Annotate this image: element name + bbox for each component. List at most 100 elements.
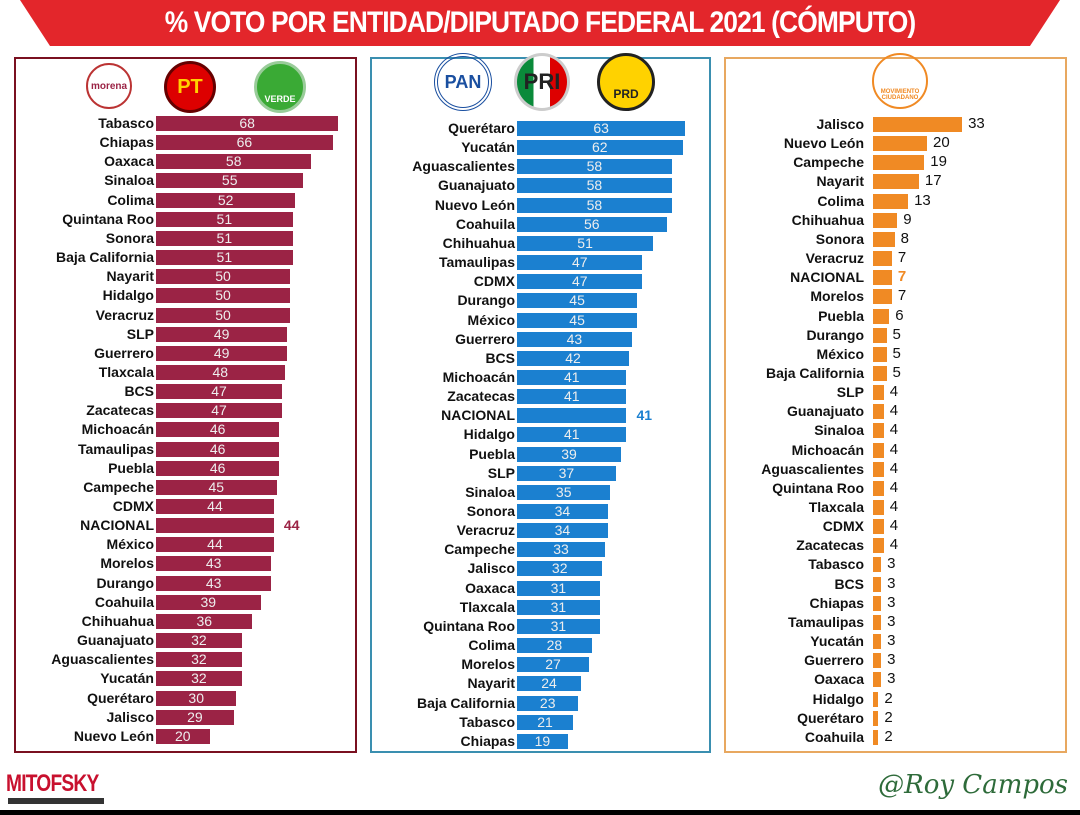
bar-row: CDMX 47 (372, 273, 709, 290)
category-label: SLP (487, 464, 515, 481)
bar (873, 595, 882, 611)
bar (517, 255, 643, 271)
category-label: Hidalgo (102, 287, 154, 304)
category-label: Sonora (105, 229, 154, 246)
bar-row: Yucatán 32 (16, 670, 355, 687)
value-label: 50 (215, 287, 231, 304)
bar (873, 576, 882, 592)
category-label: Tlaxcala (808, 499, 864, 515)
category-label: Puebla (818, 307, 864, 324)
panel-pan-coalition: PAN PRI PRD Querétaro 63 Yucatán 62 Aguascal… (370, 53, 711, 753)
bar-row: Nayarit 24 (372, 675, 709, 692)
category-label: Nuevo León (783, 135, 864, 152)
category-label: Chiapas (99, 134, 154, 151)
bar-row: Baja California 5 (726, 364, 1065, 381)
bar-row: Zacatecas 4 (726, 537, 1065, 554)
category-label: Veracruz (805, 250, 864, 267)
bar (156, 671, 242, 687)
category-label: Durango (457, 292, 515, 309)
bar-row: México 44 (16, 536, 355, 553)
bar (517, 695, 579, 711)
bar (517, 618, 600, 634)
value-label: 58 (586, 158, 603, 175)
category-label: Jalisco (816, 116, 864, 132)
category-label: Chihuahua (442, 234, 515, 251)
category-label: Quintana Roo (772, 479, 864, 496)
value-label: 51 (216, 229, 233, 246)
value-label: 8 (900, 229, 909, 247)
bottom-edge (0, 810, 1080, 815)
bar-row: Hidalgo 2 (726, 690, 1065, 707)
bar-row: Chihuahua 36 (16, 613, 355, 629)
bar-row: NACIONAL 7 (726, 269, 1065, 286)
value-label: 36 (196, 612, 213, 629)
movimiento-ciudadano-logo: MOVIMIENTO CIUDADANO (872, 53, 928, 109)
bar (517, 484, 611, 500)
value-label: 44 (207, 498, 223, 514)
bar (517, 293, 638, 309)
bar (517, 676, 582, 692)
value-label: 43 (205, 574, 222, 591)
category-label: Zacatecas (86, 402, 154, 419)
bar (156, 633, 242, 649)
category-label: Tamaulipas (788, 613, 864, 630)
bar (156, 364, 285, 380)
value-label: 41 (636, 407, 653, 424)
bar (156, 288, 290, 304)
value-label: 42 (565, 349, 581, 366)
bar-row: Veracruz 50 (16, 307, 355, 323)
bar (873, 365, 887, 381)
bar-row: Oaxaca 3 (726, 671, 1065, 688)
category-label: Morelos (461, 656, 515, 673)
bar-row: Coahuila 2 (726, 728, 1065, 745)
bar-row: Veracruz 34 (372, 522, 709, 539)
bar (156, 594, 261, 610)
bar (156, 518, 274, 534)
bar (873, 461, 884, 477)
value-label: 56 (583, 215, 600, 232)
category-label: CDMX (822, 518, 864, 535)
value-label: 46 (209, 440, 226, 457)
bar (873, 710, 879, 726)
bar (517, 523, 608, 539)
bar (156, 173, 304, 189)
category-label: Guanajuato (76, 632, 154, 649)
bar-row: Michoacán 41 (372, 369, 709, 385)
category-label: Hidalgo (463, 426, 515, 443)
value-label: 47 (571, 273, 588, 290)
bar (156, 135, 333, 151)
bar-row: BCS 42 (372, 350, 709, 366)
bar-row: Baja California 51 (16, 249, 355, 266)
value-label: 28 (546, 637, 563, 654)
bar (156, 575, 272, 591)
category-label: Oaxaca (814, 671, 864, 688)
category-label: Chihuahua (81, 612, 154, 629)
value-label: 9 (903, 210, 912, 228)
bar-row: Quintana Roo 4 (726, 479, 1065, 496)
bar-row: Chihuahua 9 (726, 210, 1065, 228)
value-label: 39 (561, 445, 577, 462)
bar (873, 136, 927, 152)
bar (873, 614, 882, 630)
value-label: 41 (563, 388, 580, 405)
value-label: 43 (205, 555, 222, 572)
category-label: Puebla (469, 445, 515, 462)
category-label: Aguascalientes (51, 651, 154, 668)
bar-row: Quintana Roo 51 (16, 211, 355, 227)
mitofsky-logo: MITOFSKY (6, 770, 99, 797)
bar (517, 350, 630, 366)
category-label: CDMX (112, 498, 154, 514)
category-label: Durango (96, 574, 154, 591)
category-label: México (816, 345, 864, 362)
category-label: NACIONAL (790, 269, 864, 286)
bar (156, 422, 280, 438)
value-label: 49 (213, 344, 230, 361)
bar-row: Puebla 46 (16, 460, 355, 476)
bar-row: Puebla 6 (726, 307, 1065, 324)
category-label: Tabasco (808, 556, 864, 573)
category-label: México (106, 536, 154, 553)
bar-row: Guerrero 43 (372, 331, 709, 347)
bar-row: NACIONAL 44 (16, 517, 355, 534)
category-label: México (467, 311, 515, 328)
bar-row: Coahuila 56 (372, 216, 709, 232)
